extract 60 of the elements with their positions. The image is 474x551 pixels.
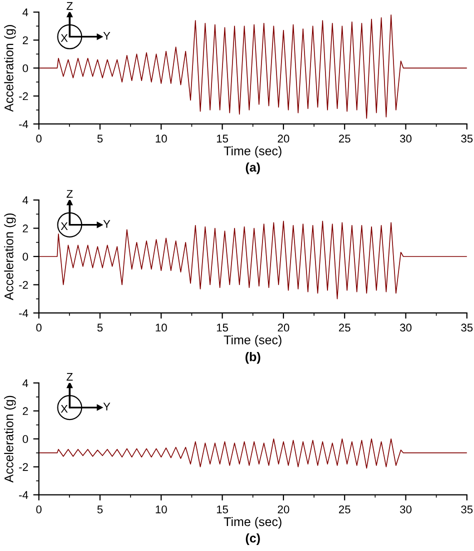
x-tick-label: 5 [97,134,103,143]
y-axis-title: Acceleration (g) [4,25,16,112]
x-tick-label: 5 [97,506,103,514]
x-tick-label: 35 [461,506,473,514]
text: Z [66,2,73,10]
x-tick-label: 5 [97,324,103,332]
annotation: X [60,405,68,413]
x-tick-label: 20 [278,506,290,514]
x-tick-label: 15 [216,134,228,143]
x-tick-label: 15 [216,506,228,514]
y-tick-label: -2 [19,280,28,289]
y-tick-label: 4 [22,379,28,387]
x-tick-label: 25 [338,324,350,332]
x-tick-label: 0 [36,324,42,332]
text: (a) [246,162,260,174]
text: (c) [246,533,260,545]
annotation: Y [103,220,110,228]
y-tick-label: 0 [22,64,28,72]
x-tick-label: 10 [156,324,167,332]
x-tick-label: 10 [156,506,167,514]
y-tick-label: -4 [19,309,28,317]
y-tick-label: -2 [19,463,28,471]
y-tick-label: -2 [19,92,28,100]
y-tick-label: 0 [22,252,28,261]
y-axis-title: Acceleration (g) [4,396,16,483]
line-series [38,220,467,300]
text: (b) [246,352,260,364]
x-tick-label: 0 [36,506,42,514]
y-tick-label: 2 [22,36,28,44]
x-tick-label: 30 [400,134,412,143]
x-tick-label: 0 [36,134,42,143]
x-axis-title: Time (sec) [224,335,282,347]
line-series [38,14,467,119]
y-tick-label: -4 [19,120,28,128]
annotation: X [60,34,68,42]
x-tick-label: 15 [216,324,228,332]
y-tick-label: -4 [19,491,28,499]
x-tick-label: 35 [461,134,473,143]
annotation: Y [103,32,110,40]
y-tick-label: 2 [22,224,28,232]
x-axis-title: Time (sec) [224,516,282,529]
x-tick-label: 20 [278,134,290,143]
annotation: X [60,222,68,230]
y-tick-label: 4 [22,8,28,16]
x-tick-label: 25 [338,134,350,143]
x-tick-label: 35 [461,324,473,332]
x-tick-label: 10 [156,134,167,143]
x-axis-title: Time (sec) [224,146,282,158]
text: Z [66,190,73,198]
y-tick-label: 0 [22,435,28,444]
x-tick-label: 20 [278,324,290,332]
x-tick-label: 30 [400,506,412,514]
line-series [38,438,467,469]
x-tick-label: 25 [338,506,350,514]
text: Z [66,372,73,381]
y-tick-label: 2 [22,407,28,415]
y-axis-title: Acceleration (g) [4,213,16,300]
annotation: Y [103,402,110,410]
y-tick-label: 4 [22,196,28,204]
x-tick-label: 30 [400,324,412,332]
